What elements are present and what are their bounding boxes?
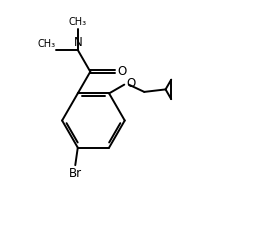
Text: CH₃: CH₃	[37, 39, 55, 49]
Text: N: N	[74, 36, 82, 49]
Text: Br: Br	[69, 167, 82, 180]
Text: CH₃: CH₃	[69, 18, 87, 27]
Text: O: O	[117, 65, 126, 78]
Text: O: O	[126, 77, 135, 90]
